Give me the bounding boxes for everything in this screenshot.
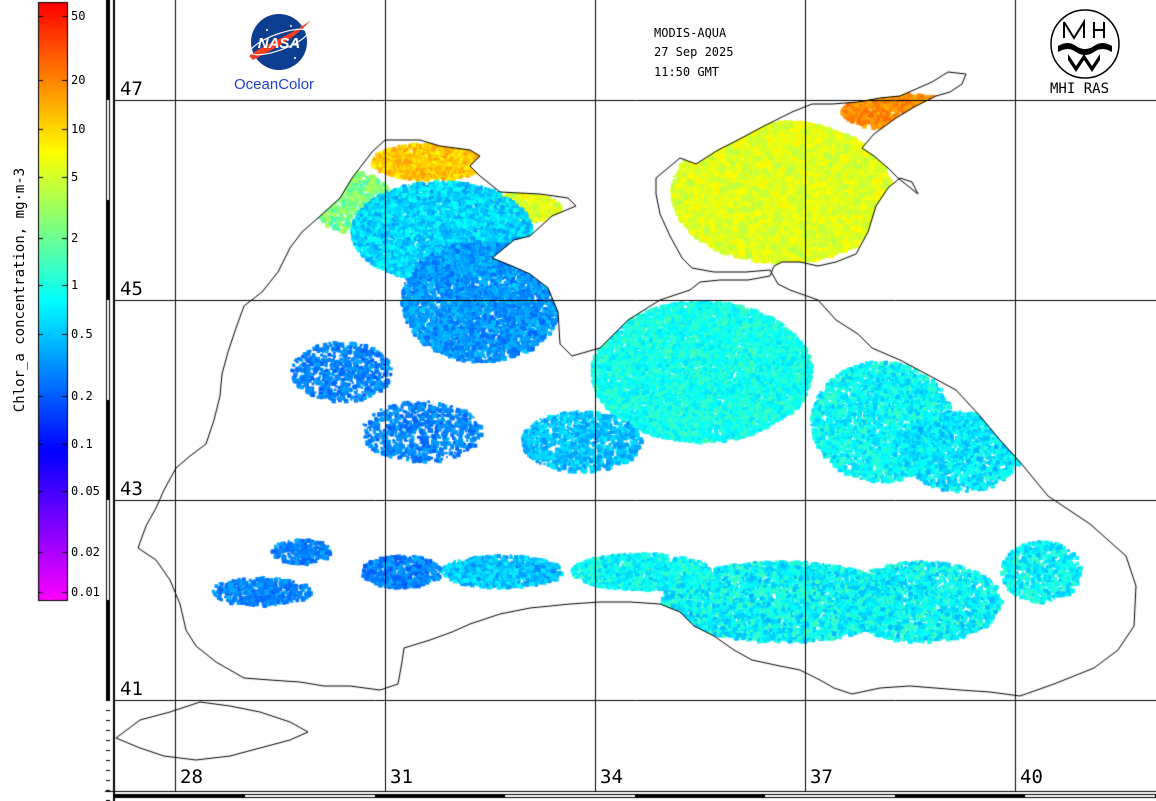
longitude-label-28: 28 — [180, 766, 203, 788]
longitude-label-37: 37 — [810, 766, 833, 788]
acquisition-date: 27 Sep 2025 — [654, 45, 734, 59]
mhi-ras-caption: MHI RAS — [1050, 81, 1110, 97]
colorbar-tick-50: 50 — [71, 9, 86, 23]
colorbar-tick-0-05: 0.05 — [71, 484, 100, 498]
colorbar-tick-10: 10 — [71, 122, 86, 136]
longitude-label-31: 31 — [390, 766, 413, 788]
sensor-name: MODIS-AQUA — [654, 26, 727, 40]
latitude-label-47: 47 — [120, 78, 143, 100]
mhi-ras-logo — [1050, 9, 1120, 79]
colorbar-tick-0-5: 0.5 — [71, 327, 93, 341]
latitude-label-41: 41 — [120, 678, 143, 700]
acquisition-time: 11:50 GMT — [654, 65, 720, 79]
nasa-logo: NASA — [249, 14, 311, 70]
colorbar-tick-5: 5 — [71, 170, 79, 184]
colorbar-tick-2: 2 — [71, 231, 79, 245]
longitude-label-40: 40 — [1020, 766, 1043, 788]
oceancolor-caption: OceanColor — [234, 76, 315, 93]
colorbar-tick-0-01: 0.01 — [71, 585, 100, 599]
latitude-label-45: 45 — [120, 278, 143, 300]
colorbar-tick-0-2: 0.2 — [71, 389, 93, 403]
colorbar-tick-0-02: 0.02 — [71, 545, 100, 559]
colorbar-tick-0-1: 0.1 — [71, 437, 93, 451]
colorbar-tick-1: 1 — [71, 278, 79, 292]
svg-text:NASA: NASA — [258, 35, 301, 52]
longitude-label-34: 34 — [600, 766, 623, 788]
latitude-label-43: 43 — [120, 478, 143, 500]
colorbar-tick-20: 20 — [71, 73, 86, 87]
